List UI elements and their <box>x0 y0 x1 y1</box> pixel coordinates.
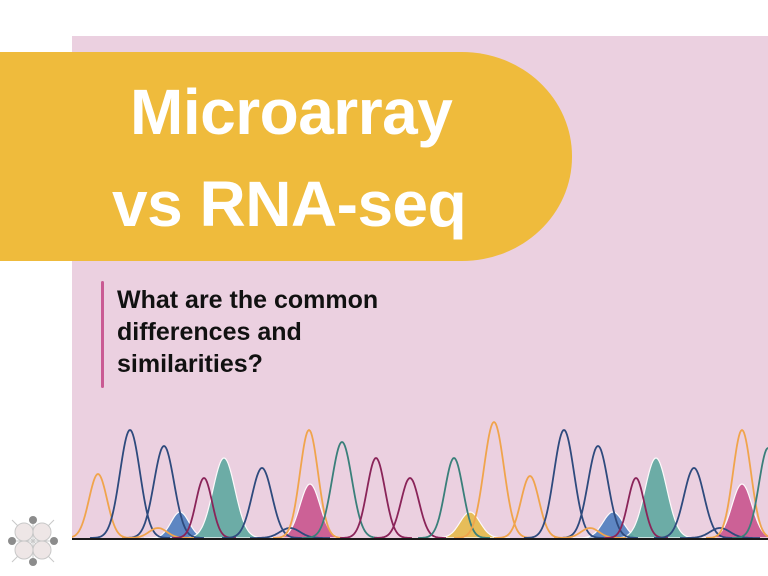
title-banner <box>0 52 572 261</box>
title-line-2: vs RNA-seq <box>112 168 467 240</box>
subtitle-accent-bar <box>101 281 104 388</box>
chromatogram-decoration <box>72 420 768 540</box>
dna-network-logo-icon <box>8 516 58 566</box>
title-line-1: Microarray <box>130 76 453 148</box>
subtitle: What are the common differences and simi… <box>117 286 379 378</box>
